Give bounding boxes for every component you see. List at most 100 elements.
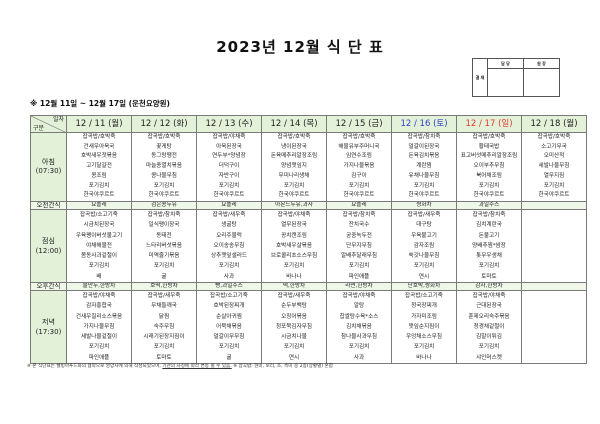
menu-item: 황태국밥	[478, 143, 500, 150]
menu-item: 잔치국수	[348, 222, 370, 229]
menu-item	[523, 353, 586, 363]
meal-label: 아침 (07:30)	[30, 132, 67, 202]
menu-cell: 잡곡밥/소고기죽 호박된장찌개 순살아귀찜 어묵채볶음 얼갈이무무침 포기김치 귤	[196, 289, 262, 365]
menu-item: 잡곡밥/참치죽	[342, 211, 376, 218]
menu-item: 동그랑땡전	[151, 153, 177, 160]
menu-item: 동태전	[156, 232, 172, 239]
menu-cell: 잡곡밥/새우죽 생굴탕 오리주물럭 오이송송무침 상추깻잎샐러드 포기김치 사과	[196, 208, 262, 284]
menu-item: 단호박,쌍화차	[407, 283, 441, 290]
meal-label: 오전간식	[30, 200, 67, 210]
menu-item: 오징어볶음	[281, 313, 307, 320]
menu-cell: 잡곡밥/호박죽 꽃게탕 동그랑땡전 마늘종멸치볶음 콩나물무침 포기김치 한국야쿠르트	[131, 132, 197, 202]
menu-item: 순두부백탕	[281, 303, 307, 310]
menu-item: 잡곡밥/야채죽	[472, 293, 506, 299]
menu-item: 마늘종멸치볶음	[145, 163, 183, 170]
menu-item: 근대된장국	[476, 303, 502, 310]
menu-cell: 잡곡밥/참치죽 얼갈이된장국 돈육김치볶음 계란찜 유채나물무침 포기김치 한국야쿠르트	[391, 132, 457, 202]
meal-row: 점심 (12:00) 잡곡밥/소고기죽 시금치된장국 우육팽이버섯불고기 야채해물전 봄동사…	[30, 208, 587, 284]
menu-item	[523, 220, 586, 230]
menu-item: 포기김치	[413, 263, 435, 270]
menu-item: 감자홍합국	[86, 303, 112, 310]
menu-item: 포기김치	[348, 263, 370, 270]
menu-item: 김구이	[351, 172, 367, 179]
meal-name: 오후간식	[36, 282, 61, 290]
menu-item: 열무지짐	[543, 172, 565, 179]
menu-item: 한국야쿠르트	[408, 192, 440, 199]
meal-label: 저녁 (17:30)	[30, 289, 67, 365]
date-header-5: 12 / 15 (금)	[326, 115, 392, 133]
menu-item: 잡곡밥/참치죽	[147, 211, 181, 218]
menu-item: 포기김치	[478, 182, 500, 189]
menu-item: 톳무우생채	[476, 253, 502, 260]
meal-name: 점심	[42, 236, 55, 245]
menu-item: 오이부추무침	[473, 163, 505, 170]
menu-item: 포기김치	[283, 263, 305, 270]
menu-item: 시금치된장국	[83, 222, 115, 229]
menu-item	[523, 292, 586, 302]
menu-item: 우육팽이버섯불고기	[75, 232, 123, 239]
footnote-notice: 기관의 사정에 따라 변동 될 수 있음.	[162, 364, 232, 369]
menu-item: 샤인머스켓	[476, 354, 502, 361]
menu-item: 물만두,한방차	[82, 283, 116, 290]
menu-item: 시래기된장지짐이	[143, 334, 185, 341]
menu-item: 잡곡밥/소고기죽	[405, 293, 443, 299]
meal-name: 저녁	[42, 317, 55, 326]
menu-cell: 잡곡밥/야채죽 감자홍합국 건새우칠리소스볶음 가지나물무침 세발나물겉절이 포기김치 파인…	[66, 289, 132, 365]
meal-label: 점심 (12:00)	[30, 208, 67, 284]
approval-sign-staff[interactable]	[487, 68, 524, 97]
menu-item: 호떡,한방차	[150, 283, 178, 290]
menu-item: 깻잎순지짐이	[408, 323, 440, 330]
menu-item	[523, 332, 586, 342]
menu-item: 요플레	[91, 201, 107, 208]
menu-cell: 잡곡밥/호박죽 해물유부주머니국 임연수조림 가지나물볶음 김구이 포기김치 한국야쿠르트	[326, 132, 392, 202]
menu-item: 한국야쿠르트	[148, 192, 180, 199]
menu-item: 쑥갓나물무침	[408, 253, 440, 260]
menu-item: 세발나물겉절이	[80, 334, 118, 341]
meal-row: 아침 (07:30) 잡곡밥/호박죽 건새우아욱국 호박새우젓볶음 고기달걀전 콩조림 포기김…	[30, 132, 587, 202]
menu-item: 과일주스	[478, 201, 500, 208]
menu-item: 포기김치	[478, 344, 500, 351]
menu-item: 잡곡밥/호박죽	[537, 134, 571, 140]
menu-item: 잡곡밥/야채죽	[277, 211, 311, 218]
menu-item: 건새우아욱국	[83, 143, 115, 150]
menu-item: 호박된장찌개	[213, 303, 245, 310]
menu-item: 꽃게탕	[156, 143, 172, 150]
menu-item: 호박새우살볶음	[275, 242, 313, 249]
menu-cell: 단호박,쌍화차	[391, 282, 457, 291]
menu-item: 김치채볶음	[346, 323, 372, 330]
menu-item: 포기김치	[283, 344, 305, 351]
menu-item: 김말이튀김	[476, 334, 502, 341]
menu-cell	[521, 282, 587, 291]
menu-item: 오이송송무침	[213, 242, 245, 249]
corner-cell: 일자 구분	[30, 115, 67, 133]
menu-cell: 잡곡밥/야채죽 아욱된장국 연두부*양념장 더덕구이 자반구이 포기김치 한국야쿠르트	[196, 132, 262, 202]
meal-plan-table: 일자 구분 12 / 11 (월) 12 / 12 (화) 12 / 13 (수) 1…	[30, 115, 587, 365]
menu-item: 잡곡밥/소고기죽	[210, 293, 248, 299]
menu-cell: 떡,한방차	[261, 282, 327, 291]
menu-item	[523, 261, 586, 271]
menu-item: 참나물사과무침	[340, 334, 378, 341]
menu-item: 한국야쿠르트	[213, 192, 245, 199]
menu-item: 포기김치	[218, 344, 240, 351]
menu-cell: 물만두,한방차	[66, 282, 132, 291]
menu-item: 청국장찌개	[411, 303, 437, 310]
menu-cell: 잡곡밥/야채죽 알탕 찹쌀탕수육*소스 김치채볶음 참나물사과무침 포기김치 사과	[326, 289, 392, 365]
menu-item: 잡곡밥/새우죽	[277, 293, 311, 299]
menu-item: 연시	[418, 273, 430, 280]
menu-item: 포기김치	[88, 182, 110, 189]
menu-item: 파인애플	[88, 354, 110, 361]
menu-item: 잡곡밥/호박죽	[82, 134, 116, 140]
menu-item	[523, 301, 586, 311]
menu-item: 돈육김치볶음	[408, 153, 440, 160]
menu-item: 꽁치캔조림	[281, 232, 307, 239]
menu-item: 느타리버섯볶음	[145, 242, 183, 249]
approval-sign-director[interactable]	[523, 68, 560, 97]
menu-item: 임연수조림	[346, 153, 372, 160]
corner-category-label: 구분	[33, 125, 45, 132]
menu-cell: 잡곡밥/새우죽 무채들깨국 닭찜 숙주무침 시래기된장지짐이 포기김치 토마토	[131, 289, 197, 365]
menu-item: 빵,과일주스	[215, 283, 243, 290]
menu-item: 포기김치	[88, 263, 110, 270]
menu-item: 라면,한방차	[345, 283, 373, 290]
menu-item: 콩조림	[91, 172, 107, 179]
corner-date-label: 일자	[52, 116, 64, 124]
